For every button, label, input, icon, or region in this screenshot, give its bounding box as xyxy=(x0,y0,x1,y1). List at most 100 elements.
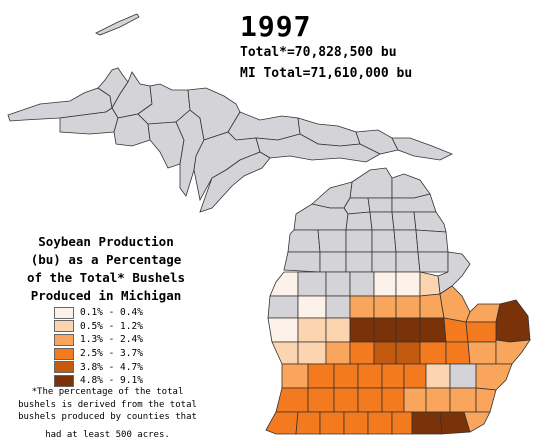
lp-county xyxy=(395,271,421,297)
total-bushels-label: Total*=70,828,500 bu xyxy=(240,45,397,60)
lp-county xyxy=(439,285,471,323)
legend-label: 0.5% - 1.2% xyxy=(80,320,143,332)
legend-item: 0.5% - 1.2% xyxy=(54,320,158,334)
lp-county xyxy=(267,317,299,343)
lp-county xyxy=(395,341,421,365)
legend-title: Soybean Production (bu) as a Percentage … xyxy=(6,233,206,305)
lp-county xyxy=(391,211,417,231)
lp-county xyxy=(325,295,351,319)
lp-county xyxy=(425,387,451,413)
up-county xyxy=(227,111,301,141)
lp-county xyxy=(425,363,451,389)
lp-county xyxy=(271,341,299,365)
lp-county xyxy=(325,317,351,343)
legend-swatch xyxy=(54,361,74,374)
lp-county xyxy=(367,411,393,435)
upper-peninsula xyxy=(7,13,453,213)
lp-county xyxy=(467,341,497,365)
lp-county xyxy=(319,251,347,273)
legend-label: 3.8% - 4.7% xyxy=(80,361,143,373)
footnote-last-line: had at least 500 acres. xyxy=(45,430,170,440)
lp-county xyxy=(449,387,477,413)
lp-county xyxy=(373,295,397,319)
lp-county xyxy=(419,341,447,365)
lp-county xyxy=(333,363,359,389)
lower-peninsula xyxy=(265,167,531,435)
legend-title-line: (bu) as a Percentage xyxy=(30,252,182,267)
legend-swatch xyxy=(54,374,74,387)
lp-county xyxy=(297,317,327,343)
lp-county xyxy=(413,211,447,233)
lp-county xyxy=(345,251,373,273)
lp-county xyxy=(495,339,531,365)
lp-county xyxy=(297,341,327,365)
lp-county xyxy=(325,341,351,365)
lp-county xyxy=(449,363,477,389)
lp-county xyxy=(287,229,321,253)
legend-label: 4.8% - 9.1% xyxy=(80,375,143,387)
lp-county xyxy=(343,411,369,435)
legend-title-line: of the Total* Bushels xyxy=(26,270,186,285)
legend: 0.1% - 0.4% 0.5% - 1.2% 1.3% - 2.4% 2.5%… xyxy=(54,306,158,388)
footnote-line: bushels produced by counties that xyxy=(18,412,197,422)
lp-county xyxy=(395,317,421,343)
lp-county xyxy=(495,299,531,343)
lp-county xyxy=(283,251,321,273)
lp-county xyxy=(345,211,373,231)
legend-item: 3.8% - 4.7% xyxy=(54,360,158,374)
lp-county xyxy=(349,341,375,365)
lp-county xyxy=(393,229,419,253)
lp-county xyxy=(269,271,299,297)
legend-item: 2.5% - 3.7% xyxy=(54,347,158,361)
up-county xyxy=(97,67,129,110)
lp-county xyxy=(349,295,375,319)
lp-county xyxy=(281,363,309,389)
lp-county xyxy=(381,363,405,389)
lp-county xyxy=(403,387,427,413)
up-county xyxy=(391,137,453,161)
lp-county xyxy=(317,229,347,253)
legend-label: 1.3% - 2.4% xyxy=(80,334,143,346)
legend-label: 2.5% - 3.7% xyxy=(80,348,143,360)
lp-county xyxy=(395,295,421,319)
lp-county xyxy=(417,251,449,273)
footnote: *The percentage of the total bushels is … xyxy=(0,386,215,424)
lp-county xyxy=(307,363,335,389)
lp-county xyxy=(391,173,431,199)
lp-county xyxy=(349,271,375,297)
lp-county xyxy=(415,229,449,253)
lp-county xyxy=(369,211,395,231)
legend-item: 1.3% - 2.4% xyxy=(54,333,158,347)
mi-total-bushels-label: MI Total=71,610,000 bu xyxy=(240,66,413,81)
legend-item: 4.8% - 9.1% xyxy=(54,374,158,388)
lp-county xyxy=(357,363,383,389)
footnote-line: bushels is derived from the total xyxy=(18,399,197,410)
lp-county xyxy=(357,387,383,413)
lp-county xyxy=(349,167,393,199)
isle-royale xyxy=(95,13,140,36)
lp-county xyxy=(463,411,491,433)
lp-county xyxy=(391,193,437,213)
lp-county xyxy=(465,303,501,323)
lp-county xyxy=(293,203,349,231)
map-year-title: 1997 xyxy=(240,10,312,43)
legend-label: 0.1% - 0.4% xyxy=(80,307,143,319)
lp-county xyxy=(419,271,441,297)
footnote-line: *The percentage of the total xyxy=(31,387,184,397)
lp-county xyxy=(443,317,469,343)
lp-county xyxy=(381,387,405,413)
lp-county xyxy=(465,321,497,343)
lp-county xyxy=(307,387,335,413)
lp-county xyxy=(267,295,299,319)
legend-swatch xyxy=(54,306,74,319)
lp-county xyxy=(265,411,299,435)
lp-county xyxy=(475,387,497,413)
lp-county xyxy=(367,197,393,213)
lp-county xyxy=(373,341,397,365)
up-county xyxy=(147,121,185,169)
lp-county xyxy=(333,387,359,413)
lp-county xyxy=(345,229,373,253)
lp-county xyxy=(371,229,397,253)
up-county xyxy=(199,151,271,213)
